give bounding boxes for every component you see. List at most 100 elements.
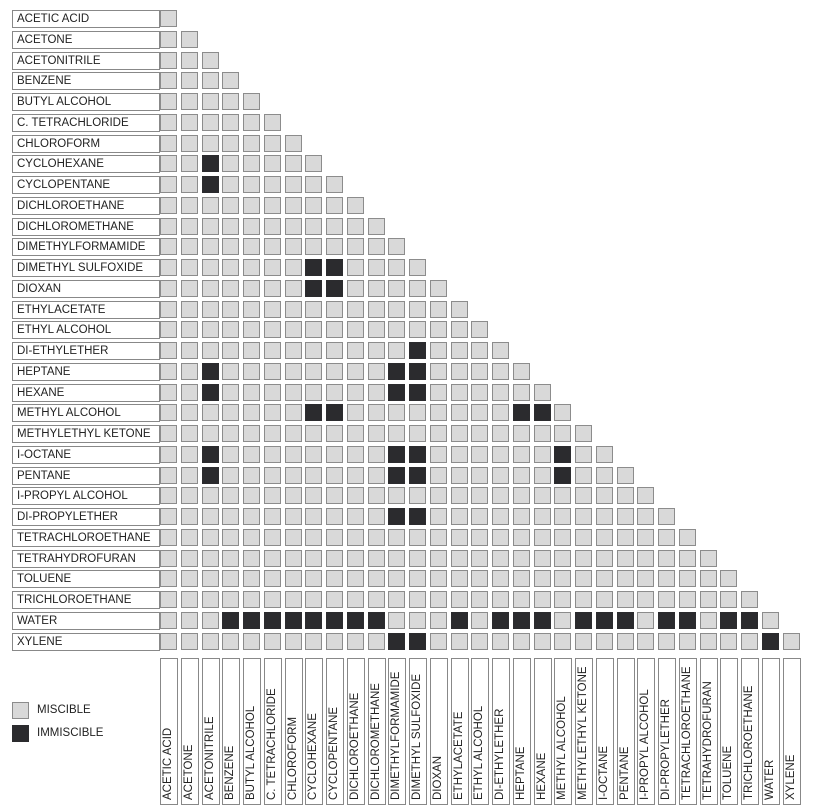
miscible-cell (180, 528, 198, 546)
immiscible-cell (388, 466, 406, 484)
column-label-text: DI-PROPYLETHER (660, 699, 672, 800)
immiscible-cell (450, 611, 468, 629)
miscible-cell (512, 362, 530, 380)
miscible-cell (160, 404, 177, 422)
column-label-text: I-OCTANE (597, 745, 610, 800)
miscible-cell (512, 508, 530, 525)
miscible-cell (512, 425, 530, 442)
immiscible-cell (222, 611, 240, 629)
miscible-cell (554, 632, 572, 650)
miscible-cell (678, 632, 696, 650)
miscible-cell (346, 362, 364, 380)
miscible-cell (678, 591, 696, 608)
row-label: I-PROPYL ALCOHOL (12, 487, 160, 506)
column-label: ETHYLACETATE (450, 658, 469, 805)
miscible-cell (180, 155, 198, 173)
miscible-cell (346, 632, 364, 650)
miscible-cell (222, 238, 240, 256)
immiscible-cell (761, 632, 779, 650)
miscible-cell (201, 72, 219, 90)
miscible-cell (201, 134, 219, 152)
miscible-cell (388, 238, 406, 256)
miscible-cell (678, 570, 696, 588)
miscible-cell (533, 570, 551, 588)
miscible-cell (305, 383, 323, 401)
miscible-cell (533, 508, 551, 525)
miscible-cell (243, 632, 260, 650)
miscible-cell (575, 487, 592, 505)
miscible-cell (222, 217, 240, 235)
miscible-cell (222, 176, 240, 193)
immiscible-cell (388, 508, 406, 525)
miscible-cell (367, 342, 385, 359)
row-label: DIOXAN (12, 279, 160, 298)
miscible-cell (471, 549, 489, 567)
miscible-cell (243, 196, 260, 214)
miscible-cell (595, 591, 613, 608)
row-label: TRICHLOROETHANE (12, 591, 160, 609)
miscible-cell (160, 487, 177, 505)
miscible-cell (243, 445, 260, 463)
miscible-cell (533, 632, 551, 650)
miscible-cell (533, 591, 551, 608)
miscible-cell (595, 632, 613, 650)
column-label: XYLENE (782, 658, 801, 805)
miscible-cell (720, 570, 738, 588)
miscible-cell (284, 362, 302, 380)
miscible-cell (201, 93, 219, 110)
miscible-cell (533, 466, 551, 484)
row-label: C. TETRACHLORIDE (12, 113, 160, 132)
column-label-text: DIOXAN (431, 755, 444, 800)
miscible-cell (160, 445, 177, 463)
miscible-cell (471, 632, 489, 650)
immiscible-cell (409, 632, 426, 650)
row-label: CYCLOPENTANE (12, 176, 160, 194)
miscible-cell (326, 425, 343, 442)
miscible-cell (699, 570, 717, 588)
miscible-cell (429, 487, 447, 505)
miscible-cell (409, 549, 426, 567)
miscible-cell (471, 362, 489, 380)
column-label-text: DIMETHYL SULFOXIDE (411, 673, 423, 800)
immiscible-cell (388, 383, 406, 401)
column-label: TOLUENE (720, 658, 739, 805)
miscible-cell (658, 528, 675, 546)
row-label: HEXANE (12, 383, 160, 402)
miscible-cell (180, 196, 198, 214)
miscible-cell (429, 279, 447, 297)
miscible-cell (160, 259, 177, 276)
miscible-cell (222, 591, 240, 608)
miscible-cell (243, 383, 260, 401)
column-label: HEXANE (533, 658, 552, 805)
miscible-cell (326, 176, 343, 193)
miscible-cell (222, 300, 240, 318)
miscible-cell (201, 591, 219, 608)
miscible-cell (388, 549, 406, 567)
miscible-cell (160, 176, 177, 193)
column-label-text: TOLUENE (722, 745, 735, 800)
immiscible-cell (409, 466, 426, 484)
miscible-cell (284, 217, 302, 235)
column-label-text: ETHYLACETATE (452, 711, 465, 800)
miscible-cell (305, 591, 323, 608)
miscible-cell (180, 549, 198, 567)
miscible-cell (305, 155, 323, 173)
miscible-cell (346, 259, 364, 276)
legend-miscible-label: MISCIBLE (37, 704, 91, 716)
miscible-cell (450, 425, 468, 442)
column-label: ACETIC ACID (160, 658, 178, 805)
immiscible-cell (388, 632, 406, 650)
miscible-cell (222, 196, 240, 214)
row-label: WATER (12, 611, 160, 630)
miscible-cell (637, 570, 655, 588)
miscible-cell (658, 632, 675, 650)
miscible-cell (160, 30, 177, 48)
miscible-cell (616, 466, 634, 484)
miscible-cell (492, 466, 509, 484)
immiscible-cell (492, 611, 509, 629)
miscible-cell (180, 51, 198, 69)
legend-immiscible-label: IMMISCIBLE (37, 727, 104, 739)
miscible-cell (305, 445, 323, 463)
miscible-cell (512, 528, 530, 546)
miscible-cell (346, 466, 364, 484)
